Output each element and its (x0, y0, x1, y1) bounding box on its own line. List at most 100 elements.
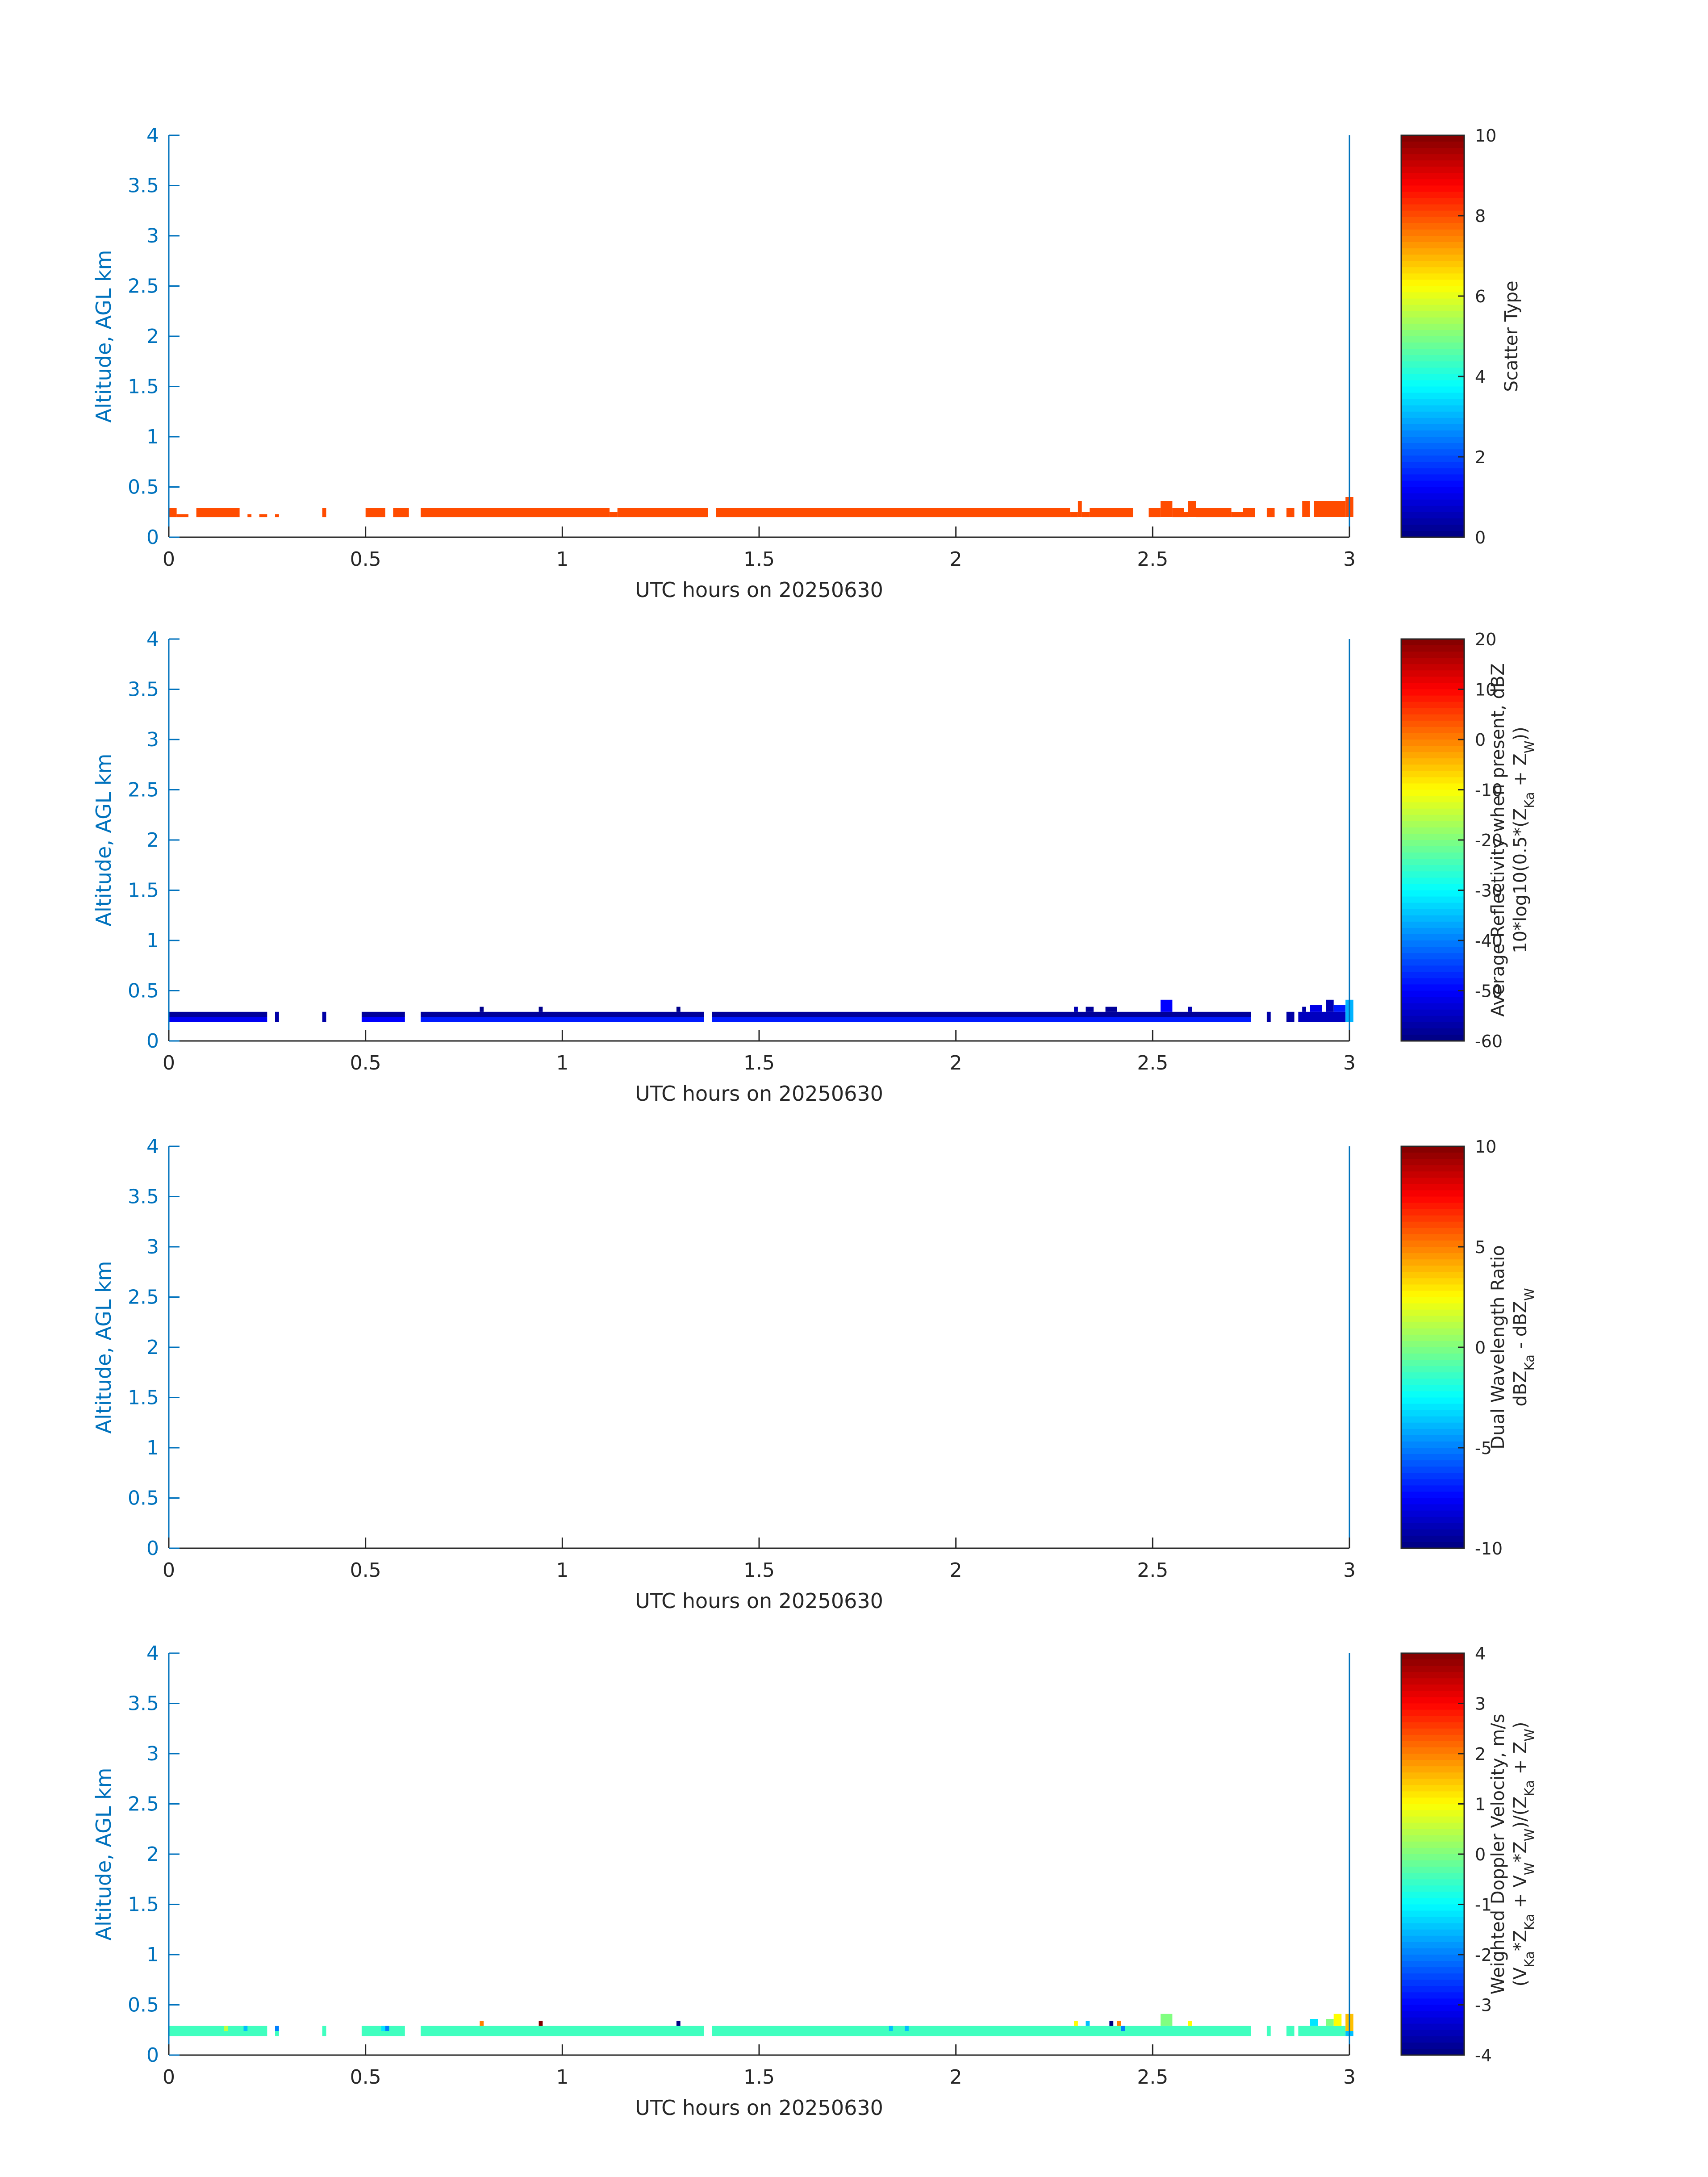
colorbar-swatch (1401, 1672, 1464, 1679)
colorbar-swatch (1401, 481, 1464, 488)
colorbar-swatch (1401, 393, 1464, 400)
data-cell (1286, 2026, 1295, 2036)
x-tick-label: 2.5 (1137, 1052, 1168, 1074)
y-tick-label: 2.5 (128, 1286, 159, 1309)
colorbar-swatch (1401, 1722, 1464, 1729)
data-cell (1082, 512, 1090, 518)
y-tick-label: 2.5 (128, 275, 159, 298)
data-cell (176, 514, 188, 518)
data-cell (480, 1007, 484, 1012)
colorbar-swatch (1401, 411, 1464, 418)
y-tick-label: 3.5 (128, 1692, 159, 1715)
colorbar-swatch (1401, 978, 1464, 985)
colorbar-swatch (1401, 468, 1464, 475)
colorbar-tick-label: 2 (1475, 1744, 1486, 1764)
x-tick-label: 1 (556, 548, 568, 571)
panel-4: 0 0.5 1 1.5 2 2.5 3 0 0.5 1 1.5 2 2.5 3 3.5 4 UTC hours … (92, 1642, 1537, 2120)
x-tick-label: 0.5 (350, 1052, 381, 1074)
colorbar-swatch (1401, 449, 1464, 456)
colorbar-swatch (1401, 1835, 1464, 1842)
colorbar-swatch (1401, 1184, 1464, 1191)
colorbar-swatch (1401, 1228, 1464, 1235)
colorbar-tick-label: 10 (1475, 680, 1496, 700)
y-tick-label: 0.5 (128, 980, 159, 1003)
x-tick-label: 2 (950, 548, 962, 571)
colorbar-swatch (1401, 474, 1464, 481)
colorbar-swatch (1401, 1810, 1464, 1817)
colorbar-swatch (1401, 1879, 1464, 1886)
data-cell (1266, 1011, 1271, 1022)
x-tick-label: 1.5 (743, 1559, 775, 1582)
colorbar-swatch (1401, 1240, 1464, 1247)
colorbar-swatch (1401, 1942, 1464, 1949)
colorbar-swatch (1401, 1404, 1464, 1411)
x-tick-label: 2.5 (1137, 2066, 1168, 2089)
colorbar-swatch (1401, 1779, 1464, 1785)
colorbar-swatch (1401, 292, 1464, 299)
colorbar-swatch (1401, 1747, 1464, 1754)
y-tick-label: 1 (146, 1437, 159, 1459)
data-cell (421, 508, 610, 518)
colorbar-swatch (1401, 1917, 1464, 1924)
data-cell (1121, 2026, 1125, 2031)
data-cell (275, 2031, 279, 2036)
data-cell (196, 508, 240, 518)
data-cell (1161, 501, 1173, 517)
x-tick-label: 1.5 (743, 1052, 775, 1074)
data-cell (1326, 999, 1334, 1012)
colorbar-swatch (1401, 2042, 1464, 2049)
colorbar-swatch (1401, 1266, 1464, 1272)
x-axis-label: UTC hours on 20250630 (635, 1589, 883, 1613)
colorbar-swatch (1401, 2036, 1464, 2043)
colorbar-swatch (1401, 424, 1464, 431)
colorbar-swatch (1401, 1028, 1464, 1035)
colorbar-swatch (1401, 1847, 1464, 1855)
y-tick-label: 0 (146, 1030, 159, 1053)
colorbar-swatch (1401, 947, 1464, 953)
y-tick-label: 4 (146, 628, 159, 651)
colorbar-swatch (1401, 210, 1464, 217)
colorbar-swatch (1401, 821, 1464, 828)
colorbar-swatch (1401, 997, 1464, 1004)
y-tick-label: 0.5 (128, 476, 159, 499)
data-cell (1188, 1007, 1192, 1012)
y-tick-label: 2 (146, 829, 159, 852)
colorbar-swatch (1401, 877, 1464, 885)
y-tick-label: 3.5 (128, 678, 159, 701)
x-tick-label: 1 (556, 1052, 568, 1074)
colorbar-swatch (1401, 1253, 1464, 1260)
colorbar-swatch (1401, 1998, 1464, 2006)
colorbar-tick-label: -3 (1475, 1996, 1492, 2015)
colorbar-swatch (1401, 1291, 1464, 1298)
colorbar-swatch (1401, 1316, 1464, 1323)
colorbar-swatch (1401, 330, 1464, 337)
colorbar-swatch (1401, 740, 1464, 746)
y-tick-label: 2 (146, 1336, 159, 1359)
colorbar-swatch (1401, 455, 1464, 462)
colorbar-swatch (1401, 1278, 1464, 1285)
colorbar-swatch (1401, 815, 1464, 822)
colorbar-swatch (1401, 1416, 1464, 1423)
y-tick-label: 0.5 (128, 1487, 159, 1510)
colorbar-swatch (1401, 405, 1464, 412)
x-tick-label: 0.5 (350, 1559, 381, 1582)
colorbar-swatch (1401, 1171, 1464, 1178)
colorbar-swatch (1401, 512, 1464, 519)
colorbar-swatch (1401, 1992, 1464, 1999)
colorbar-swatch (1401, 173, 1464, 180)
colorbar-swatch (1401, 248, 1464, 255)
colorbar-swatch (1401, 148, 1464, 155)
colorbar-swatch (1401, 909, 1464, 916)
y-tick-label: 1.5 (128, 1893, 159, 1916)
colorbar-swatch (1401, 267, 1464, 274)
data-cell (1298, 2026, 1346, 2036)
data-cell (889, 2026, 893, 2031)
y-axis-label: Altitude, AGL km (92, 1768, 116, 1940)
colorbar-swatch (1401, 336, 1464, 343)
colorbar-tick-label: 10 (1475, 126, 1496, 146)
colorbar-swatch (1401, 192, 1464, 199)
colorbar-swatch (1401, 1366, 1464, 1373)
colorbar-swatch (1401, 317, 1464, 324)
colorbar-swatch (1401, 531, 1464, 538)
colorbar-tick-label: -2 (1475, 1945, 1492, 1965)
